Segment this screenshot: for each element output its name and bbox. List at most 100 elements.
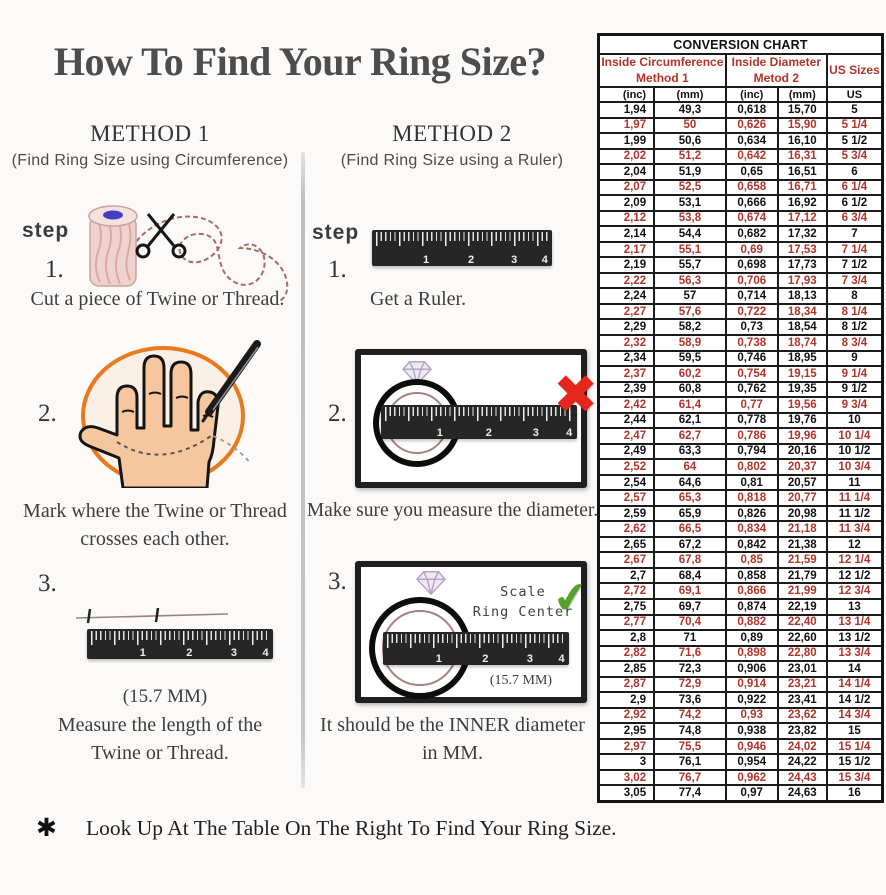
table-cell: 0,834 (724, 522, 777, 536)
table-cell: 17,12 (776, 211, 826, 226)
table-row: 2,07 52,5 0,658 16,71 6 1/4 (600, 178, 881, 195)
table-cell: 2,52 (623, 460, 647, 473)
table-cell: 60,2 (653, 367, 725, 381)
table-cell: 12 1/4 (825, 553, 881, 567)
table-cell: 68,4 (653, 568, 725, 583)
page-title: How To Find Your Ring Size? (53, 39, 547, 84)
method1-heading: METHOD 1 (90, 121, 210, 146)
table-cell: 0,826 (724, 506, 777, 521)
table-cell: 2,34 (623, 352, 647, 365)
spool (88, 205, 138, 287)
table-cell: 24,22 (776, 755, 826, 769)
table-cell: 0,618 (724, 103, 777, 117)
method2-step3-caption-line1: It should be the INNER diameter (320, 714, 585, 736)
group-header-line: Inside Circumference (601, 54, 724, 69)
table-cell: 2,22 (623, 274, 647, 287)
table-cell: 16 (825, 786, 881, 800)
table-row: 2,97 75,5 0,946 24,02 15 1/4 (600, 737, 881, 754)
table-cell: 21,99 (776, 584, 826, 598)
table-row: 2,32 58,9 0,738 18,74 8 3/4 (600, 333, 881, 350)
table-cell: 18,95 (776, 351, 826, 366)
table-cell: 0,818 (724, 491, 777, 505)
table-row: 2,9 73,6 0,922 23,41 14 1/2 (600, 691, 881, 707)
table-cell: 8 1/4 (825, 304, 881, 319)
table-cell: 2,39 (623, 383, 647, 396)
table-cell: 9 1/2 (825, 382, 881, 397)
table-row: 2,04 51,9 0,65 16,51 6 (600, 163, 881, 179)
table-cell: 6 3/4 (825, 211, 881, 226)
table-cell: 67,8 (653, 553, 725, 567)
table-cell: 2,8 (630, 631, 647, 644)
ruler-ticks-major (91, 631, 269, 645)
table-cell: 14 (825, 662, 881, 676)
table-cell: 57,6 (653, 304, 725, 319)
table-cell: 7 1/4 (825, 242, 881, 257)
ruler-number: 2 (485, 427, 492, 439)
table-row: 2,49 63,3 0,794 20,16 10 1/2 (600, 442, 881, 459)
table-cell: 77,4 (653, 786, 725, 800)
group-header-line: Metod 2 (753, 70, 799, 85)
table-cell: 1,97 (623, 119, 647, 132)
table-cell: 72,3 (653, 662, 725, 676)
table-cell: 0,874 (724, 600, 777, 614)
table-row: 1,99 50,6 0,634 16,10 5 1/2 (600, 132, 881, 148)
table-cell: 69,1 (653, 584, 725, 598)
ruler-number: 1 (422, 254, 430, 266)
table-cell: 23,41 (776, 693, 826, 707)
table-cell: 76,1 (653, 755, 725, 769)
table-cell: 58,2 (653, 320, 725, 334)
table-cell: 0,962 (724, 770, 777, 785)
table-cell: 5 1/2 (825, 134, 881, 148)
thread-squiggle (131, 215, 289, 303)
wrong-measurement-box: 1 2 3 4 (355, 349, 587, 488)
table-cell: 2,19 (623, 259, 647, 272)
chart-group-header-row: Inside Circumference Method 1 Inside Dia… (600, 53, 881, 86)
ruler-number: 2 (482, 653, 489, 665)
table-row: 1,94 49,3 0,618 15,70 5 (600, 101, 881, 117)
table-row: 2,37 60,2 0,754 19,15 9 1/4 (600, 365, 881, 381)
ruler-number: 4 (262, 647, 269, 659)
table-cell: 21,38 (776, 537, 826, 552)
group-header-diameter: Inside Diameter Metod 2 (724, 55, 826, 86)
table-cell: 13 1/2 (825, 631, 881, 645)
method2-ruler: 1 2 3 4 (372, 230, 552, 266)
table-cell: 0,794 (724, 444, 777, 459)
table-cell: 53,1 (653, 196, 725, 210)
table-cell: 2,97 (623, 740, 647, 753)
table-cell: 0,802 (724, 460, 777, 474)
table-row: 2,12 53,8 0,674 17,12 6 3/4 (600, 209, 881, 226)
table-cell: 62,1 (653, 413, 725, 428)
table-cell: 65,9 (653, 506, 725, 521)
chart-body: 1,94 49,3 0,618 15,70 5 1,97 50 0,626 15,90 5 1/4… (600, 101, 881, 800)
knuckle-lines (121, 391, 214, 418)
table-cell: 23,82 (776, 724, 826, 738)
table-cell: 2,85 (623, 662, 647, 675)
table-cell: 9 1/4 (825, 367, 881, 381)
twine-spool-scissors-illustration (88, 205, 289, 303)
ruler-number: 1 (436, 427, 443, 439)
table-cell: 2,04 (623, 165, 647, 178)
table-cell: 18,13 (776, 289, 826, 303)
table-cell: 64,6 (653, 475, 725, 490)
table-cell: 0,69 (724, 242, 777, 257)
table-cell: 76,7 (653, 770, 725, 785)
table-cell: 9 3/4 (825, 398, 881, 412)
table-cell: 75,5 (653, 739, 725, 754)
table-row: 2,95 74,8 0,938 23,82 15 (600, 722, 881, 738)
method1-step3-caption-line2: Twine or Thread. (91, 742, 229, 764)
table-cell: 6 1/4 (825, 180, 881, 195)
ruler-ticks-major (385, 407, 573, 421)
hand-marking-illustration (78, 340, 261, 488)
table-cell: 73,6 (653, 693, 725, 707)
table-cell: 18,54 (776, 320, 826, 334)
table-cell: 2,24 (623, 290, 647, 303)
table-cell: 0,93 (724, 708, 777, 723)
table-cell: 18,74 (776, 335, 826, 350)
table-cell: 6 (825, 165, 881, 179)
method1-step-label: step (22, 219, 70, 242)
group-header-line: Method 1 (636, 70, 689, 85)
table-cell: 50 (653, 118, 725, 133)
table-row: 2,24 57 0,714 18,13 8 (600, 287, 881, 303)
ruler-number: 3 (230, 647, 237, 659)
chart-unit-header-row: (inc) (mm) (inc) (mm) US (600, 86, 881, 101)
